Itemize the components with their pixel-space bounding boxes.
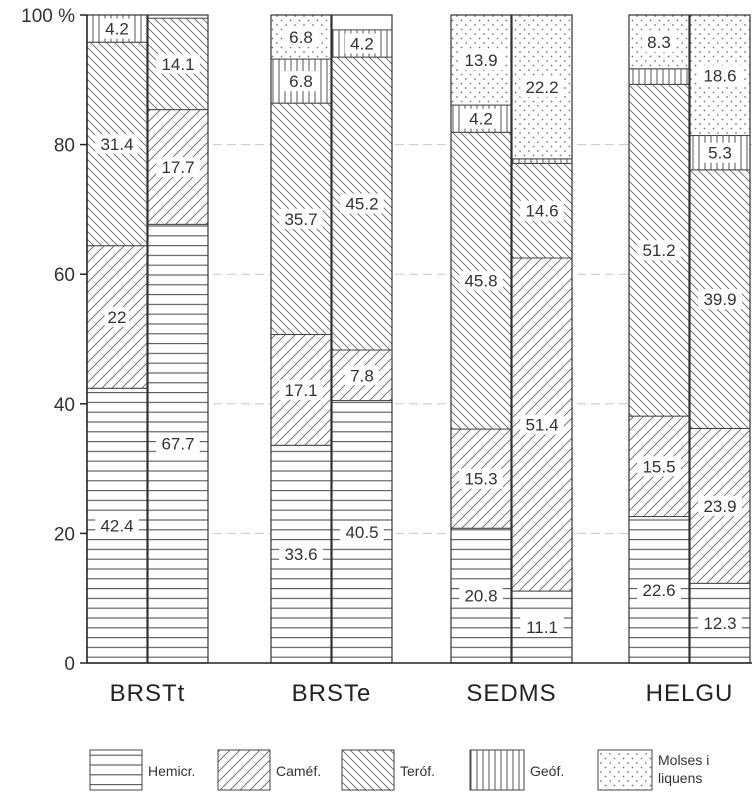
legend-label: Teróf. bbox=[400, 763, 435, 779]
data-label: 17.7 bbox=[161, 158, 194, 177]
data-label: 51.2 bbox=[642, 241, 675, 260]
data-label-bg bbox=[698, 613, 742, 634]
group-label: SEDMS bbox=[466, 680, 556, 707]
data-label-bg bbox=[520, 76, 564, 97]
data-label: 15.5 bbox=[642, 457, 675, 476]
data-label: 31.4 bbox=[100, 135, 133, 154]
data-label-bg bbox=[459, 50, 503, 71]
legend-label: liquens bbox=[658, 770, 702, 786]
data-label-bg bbox=[637, 456, 681, 477]
legend-swatch bbox=[89, 749, 143, 791]
y-tick-label: 100 % bbox=[21, 6, 75, 27]
data-label: 40.5 bbox=[345, 523, 378, 542]
legend-swatch bbox=[597, 749, 653, 791]
data-label-bg bbox=[279, 544, 323, 565]
data-label: 22.2 bbox=[525, 78, 558, 97]
data-label: 12.3 bbox=[703, 614, 736, 633]
legend-label: Hemicr. bbox=[148, 763, 195, 779]
data-label-bg bbox=[344, 33, 380, 54]
data-label-bg bbox=[95, 515, 139, 536]
data-label-bg bbox=[156, 433, 200, 454]
y-tick-label: 80 bbox=[54, 136, 75, 157]
legend-label: Geóf. bbox=[530, 763, 564, 779]
data-label-bg bbox=[279, 208, 323, 229]
data-label: 13.9 bbox=[464, 51, 497, 70]
data-label: 7.8 bbox=[350, 366, 374, 385]
data-label-bg bbox=[698, 495, 742, 516]
data-label: 33.6 bbox=[284, 545, 317, 564]
data-label: 42.4 bbox=[100, 517, 133, 536]
y-axis: 0 20 40 60 80 100 % bbox=[21, 6, 752, 675]
data-label: 6.8 bbox=[289, 72, 313, 91]
group-label: HELGU bbox=[646, 680, 734, 707]
legend-swatch bbox=[341, 749, 395, 791]
data-label: 45.8 bbox=[464, 272, 497, 291]
data-label-bg bbox=[99, 18, 135, 39]
data-label-bg bbox=[283, 71, 319, 92]
y-tick-label: 20 bbox=[54, 524, 75, 545]
legend-label: Caméf. bbox=[276, 763, 321, 779]
data-label-bg bbox=[459, 585, 503, 606]
data-label-bg bbox=[283, 27, 319, 48]
data-label: 18.6 bbox=[703, 66, 736, 85]
group-label: BRSTt bbox=[110, 680, 186, 707]
data-label-bg bbox=[698, 289, 742, 310]
data-label-bg bbox=[637, 240, 681, 261]
data-label: 11.1 bbox=[526, 618, 558, 637]
data-label-bg bbox=[520, 617, 564, 638]
data-labels: 42.4 22 31.4 4.2 67.7 17.7 14.1 33.6 17.1 35.7 6.8… bbox=[95, 18, 742, 638]
group-label: BRSTe bbox=[292, 680, 372, 707]
data-label: 14.1 bbox=[161, 55, 194, 74]
bar-segment bbox=[511, 158, 573, 164]
data-label-bg bbox=[698, 65, 742, 86]
data-label: 20.8 bbox=[464, 587, 497, 606]
legend: Hemicr. Caméf. Teróf. Geóf. Molses i liquens bbox=[89, 749, 709, 791]
data-label-bg bbox=[520, 414, 564, 435]
data-label: 6.8 bbox=[289, 28, 313, 47]
data-label-bg bbox=[340, 521, 384, 542]
x-axis-group-labels: BRSTt BRSTe SEDMS HELGU bbox=[110, 680, 734, 707]
data-label: 22 bbox=[108, 308, 127, 327]
legend-swatch bbox=[469, 749, 525, 791]
data-label: 8.3 bbox=[647, 33, 671, 52]
data-label: 22.6 bbox=[642, 581, 675, 600]
data-label-bg bbox=[95, 133, 139, 154]
data-label: 4.2 bbox=[350, 35, 374, 54]
data-label-bg bbox=[344, 365, 380, 386]
bars bbox=[86, 14, 751, 664]
data-label-bg bbox=[156, 156, 200, 177]
data-label-bg bbox=[641, 31, 677, 52]
data-label-bg bbox=[459, 270, 503, 291]
legend-swatch bbox=[217, 749, 271, 791]
data-label: 67.7 bbox=[161, 435, 194, 454]
data-label-bg bbox=[702, 142, 738, 163]
data-label-bg bbox=[156, 53, 200, 74]
data-label-bg bbox=[520, 200, 564, 221]
data-label: 14.6 bbox=[525, 202, 558, 221]
data-label: 23.9 bbox=[703, 497, 736, 516]
data-label-bg bbox=[463, 108, 499, 129]
y-tick-label: 60 bbox=[54, 265, 75, 286]
data-label-bg bbox=[459, 468, 503, 489]
data-label: 35.7 bbox=[284, 210, 317, 229]
data-label: 51.4 bbox=[525, 416, 558, 435]
data-label: 5.3 bbox=[708, 144, 732, 163]
y-tick-label: 0 bbox=[64, 654, 75, 675]
legend-label: Molses i bbox=[658, 752, 709, 768]
data-label: 45.2 bbox=[345, 195, 378, 214]
y-tick-label: 40 bbox=[54, 395, 75, 416]
data-label-bg bbox=[279, 379, 323, 400]
data-label: 15.3 bbox=[464, 470, 497, 489]
data-label: 17.1 bbox=[284, 381, 317, 400]
data-label-bg bbox=[637, 579, 681, 600]
data-label-bg bbox=[340, 193, 384, 214]
bar-segment bbox=[628, 68, 690, 85]
data-label: 4.2 bbox=[469, 110, 493, 129]
data-label: 4.2 bbox=[105, 20, 129, 39]
data-label-bg bbox=[104, 306, 130, 327]
data-label: 39.9 bbox=[703, 290, 736, 309]
